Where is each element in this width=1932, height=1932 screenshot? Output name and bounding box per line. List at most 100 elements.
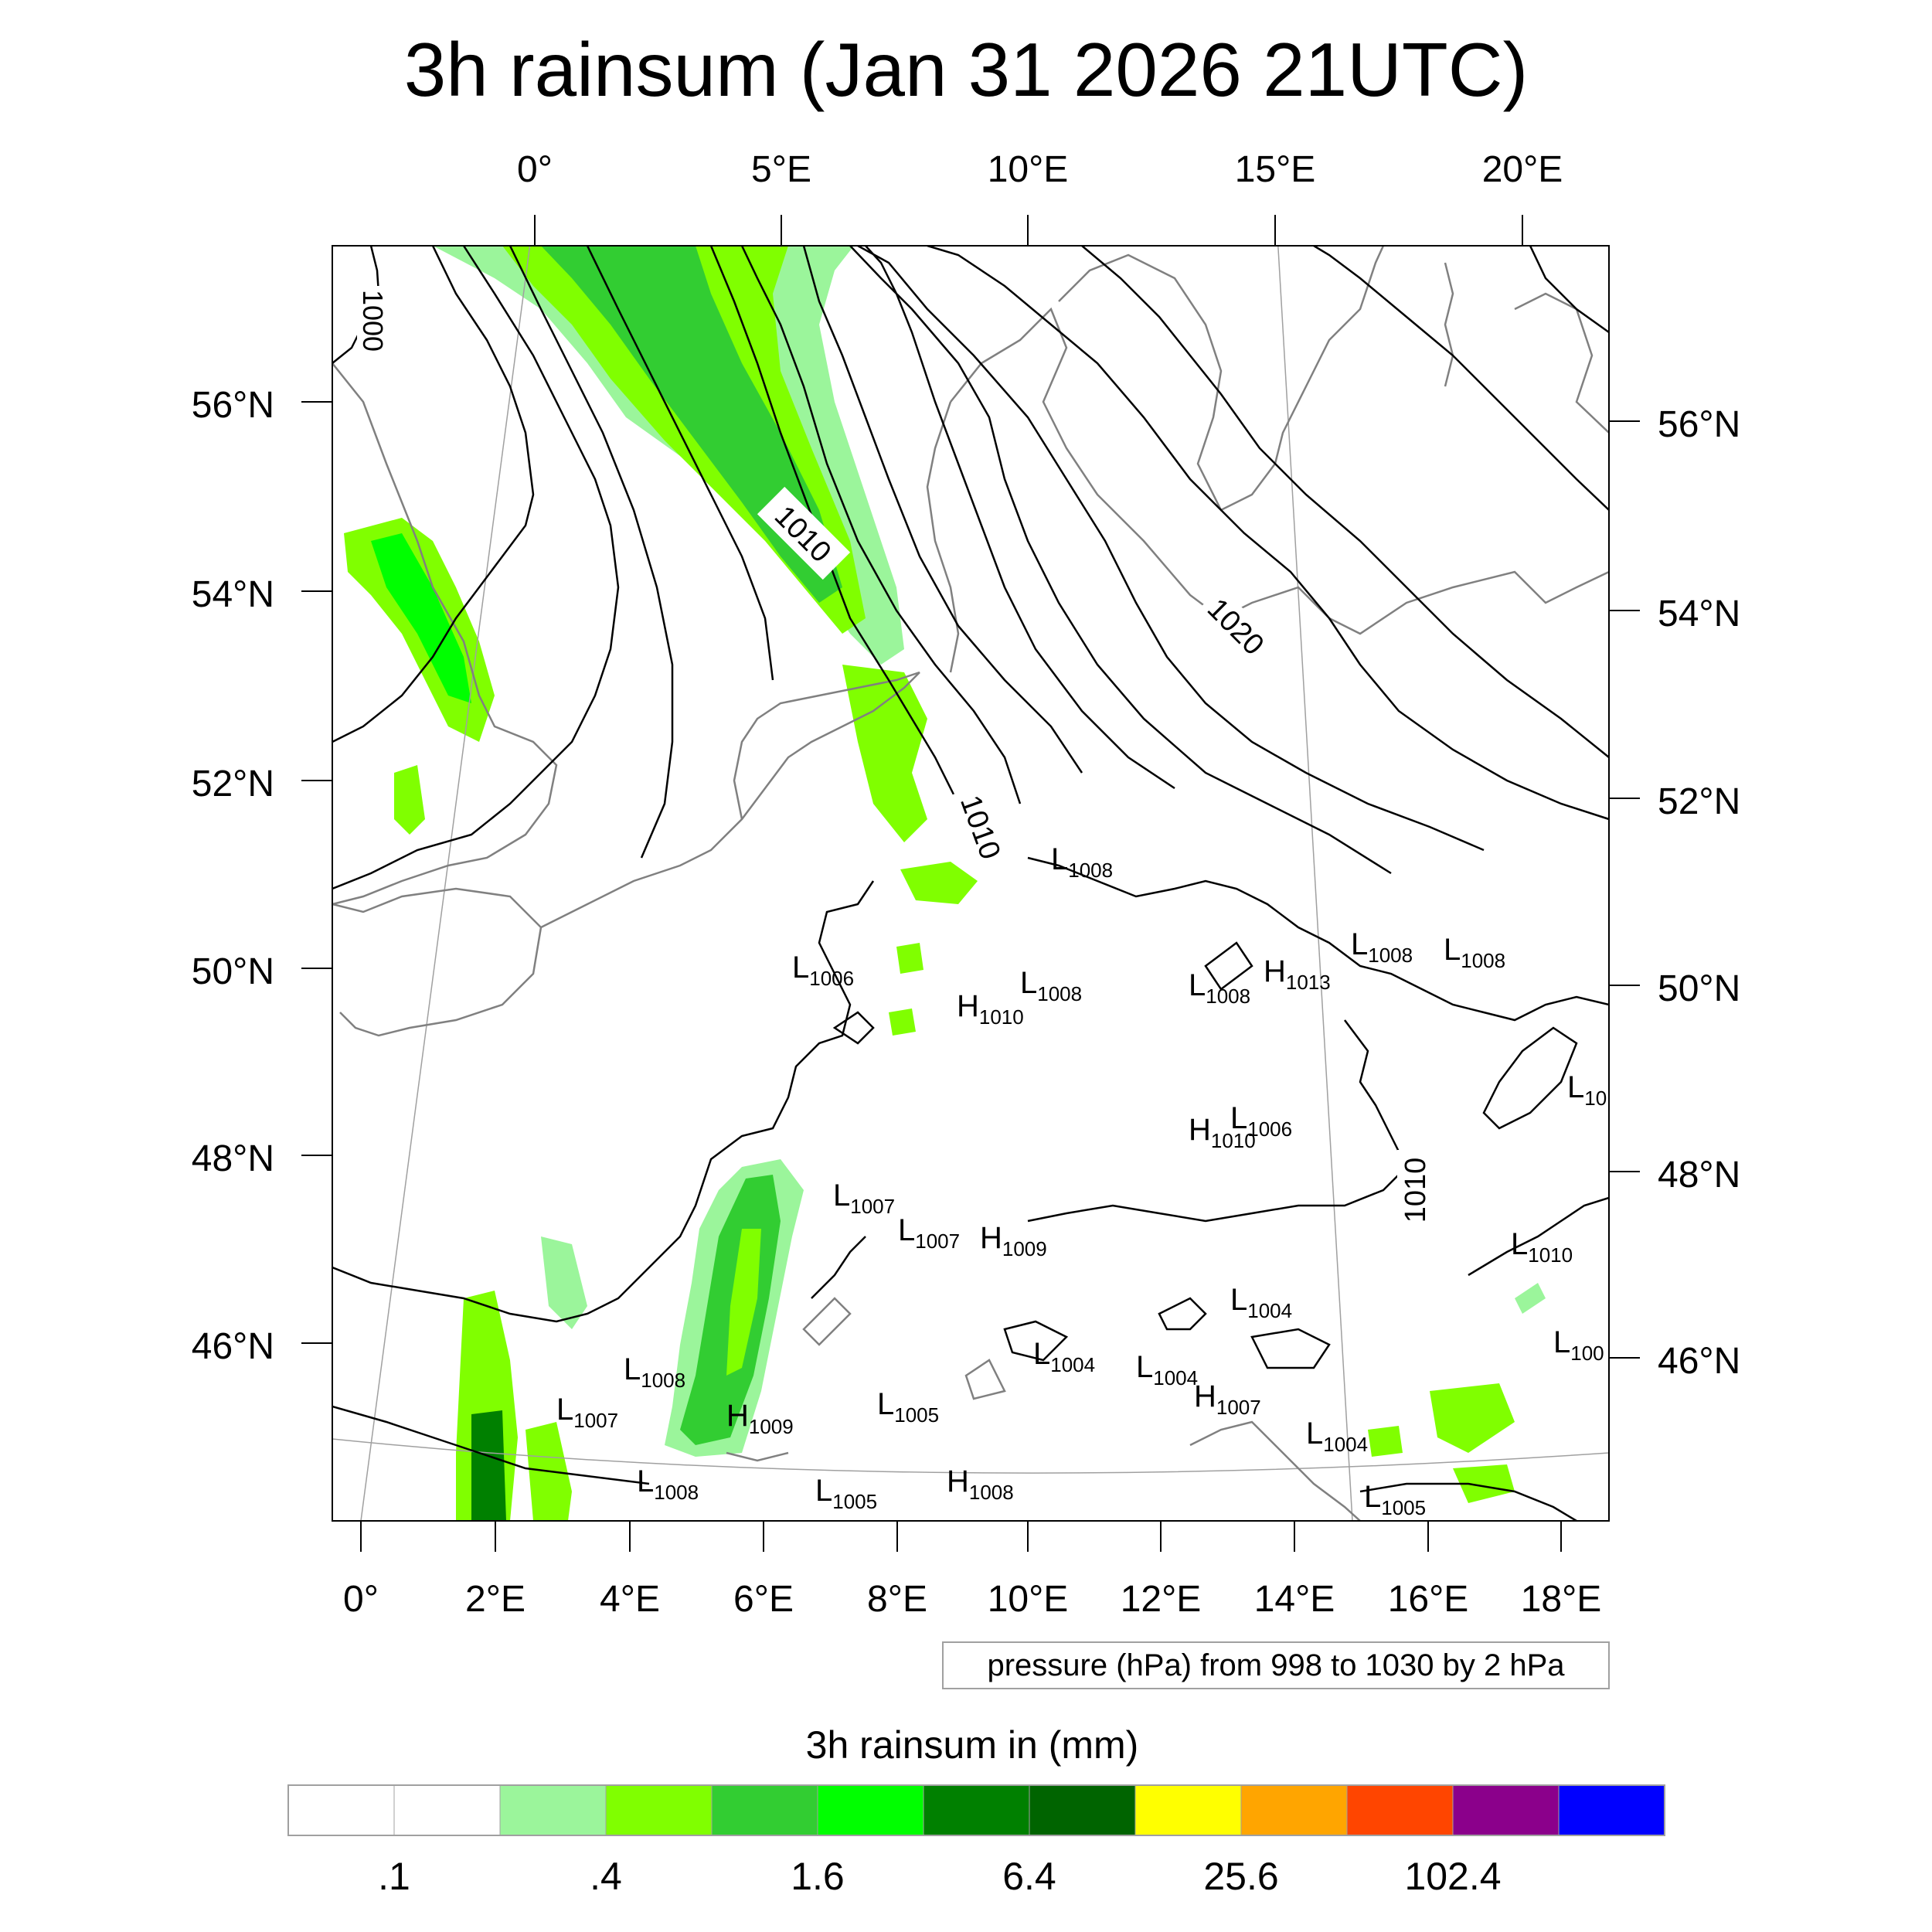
isobar-east-loop	[1482, 1026, 1578, 1130]
rain-patch-uk-core	[371, 533, 471, 703]
isobar-loop-2	[1158, 1297, 1207, 1331]
colorbar-box	[711, 1784, 818, 1836]
colorbar-tick-label: 102.4	[1404, 1855, 1501, 1898]
rain-patch-east-4	[1515, 1283, 1546, 1314]
low-pressure-center: L1008	[637, 1464, 699, 1504]
coast-denmark-east	[950, 307, 1222, 619]
right-axis: 56°N 54°N 52°N 50°N 48°N 46°N	[1609, 404, 1740, 1382]
isobar-1006	[509, 246, 674, 859]
top-lon-label: 10°E	[988, 149, 1069, 190]
contour-label-1010-north: 1010	[757, 486, 851, 580]
contour-label-1010-east: 1010	[1397, 1150, 1432, 1230]
coast-denmark-west	[926, 401, 960, 673]
colorbar-tick-label: 25.6	[1203, 1855, 1278, 1898]
rain-streak-uk-south	[394, 765, 425, 835]
low-pressure-center: L1008	[1189, 968, 1250, 1008]
colorbar-box	[499, 1784, 607, 1836]
isobar-central	[1027, 856, 1609, 1022]
coast-france-north	[540, 672, 920, 929]
isobar-loop-4	[1250, 1328, 1331, 1369]
low-pressure-center: L1010	[1511, 1227, 1573, 1267]
isobar-1020	[857, 246, 1485, 852]
top-lon-label: 20°E	[1482, 149, 1563, 190]
low-pressure-center: L1008	[1051, 842, 1113, 882]
low-pressure-center: L100	[1553, 1325, 1604, 1365]
low-pressure-center: L1008	[1020, 966, 1082, 1005]
isobar-balkan	[1359, 1482, 1577, 1521]
isobar-1026	[1313, 246, 1609, 511]
colorbar: .1 .4 1.6 6.4 25.6 102.4	[287, 1784, 1665, 1898]
isobar-1004	[332, 246, 620, 890]
colorbar-box	[1558, 1784, 1665, 1836]
isobars	[332, 246, 1609, 1521]
high-pressure-center: H1009	[980, 1221, 1047, 1260]
bottom-lon-label: 6°E	[733, 1579, 794, 1620]
bottom-lon-label: 14°E	[1254, 1579, 1335, 1620]
coast-netherlands	[733, 671, 920, 820]
high-pressure-center: H1009	[726, 1399, 794, 1438]
isobar-1012	[740, 246, 1022, 804]
bottom-lon-label: 12°E	[1121, 1579, 1202, 1620]
low-pressure-center: L10	[1567, 1070, 1607, 1110]
colorbar-tick-label: .1	[378, 1855, 410, 1898]
left-lat-label: 50°N	[192, 951, 274, 992]
low-pressure-center: L1005	[815, 1474, 877, 1513]
right-lat-label: 56°N	[1658, 404, 1740, 445]
isobar-1016	[865, 246, 1175, 790]
colorbar-box	[1452, 1784, 1560, 1836]
left-lat-label: 46°N	[192, 1326, 274, 1367]
low-pressure-center: L1007	[833, 1179, 895, 1218]
isobar-loop-5	[1204, 941, 1253, 991]
colorbar-box	[1134, 1784, 1242, 1836]
isobar-1022	[927, 246, 1609, 821]
coast-adriatic	[1189, 1420, 1361, 1521]
left-lat-label: 54°N	[192, 574, 274, 615]
colorbar-box	[923, 1784, 1030, 1836]
left-lat-label: 48°N	[192, 1138, 274, 1179]
right-lat-label: 48°N	[1658, 1155, 1740, 1196]
low-pressure-center: L1005	[877, 1387, 939, 1427]
colorbar-tick-label: .4	[590, 1855, 622, 1898]
low-pressure-center: L1004	[1033, 1337, 1095, 1376]
colorbar-box	[287, 1784, 395, 1836]
rain-patch-east-2	[1453, 1464, 1515, 1503]
isobar-1028	[1529, 246, 1609, 334]
coast-lakes-alps	[802, 1297, 852, 1346]
top-lon-label: 5°E	[751, 149, 811, 190]
map-title: 3h rainsum (Jan 31 2026 21UTC)	[403, 27, 1529, 112]
coast-baltic-south	[1220, 570, 1609, 635]
plot-frame	[332, 245, 1610, 1522]
coast-gulf-riga	[1514, 292, 1609, 434]
low-pressure-center: L1006	[1230, 1101, 1292, 1141]
bottom-lon-label: 0°	[343, 1579, 379, 1620]
low-pressure-center: L1005	[1364, 1480, 1426, 1519]
rain-patch-france-streak	[541, 1236, 587, 1329]
right-lat-label: 54°N	[1658, 594, 1740, 634]
top-lon-label: 15°E	[1235, 149, 1316, 190]
low-pressure-center: L1007	[556, 1393, 618, 1432]
high-pressure-center: H1008	[947, 1464, 1014, 1504]
colorbar-box	[605, 1784, 713, 1836]
contour-label-text: 1000	[357, 290, 389, 352]
low-pressure-center: L1004	[1230, 1283, 1292, 1322]
high-pressure-center: H1010	[957, 989, 1024, 1029]
low-pressure-center: L1004	[1136, 1350, 1198, 1389]
isobar-south-low	[332, 880, 875, 1323]
rain-patch-small-1	[896, 943, 923, 974]
bottom-lon-label: 4°E	[600, 1579, 660, 1620]
low-pressure-center: L1004	[1306, 1417, 1368, 1456]
rain-patch-alps-core	[726, 1229, 761, 1376]
low-pressure-center: L1008	[1351, 927, 1413, 967]
coast-ligurian	[726, 1451, 789, 1462]
rain-patch-france-sw-core	[471, 1410, 506, 1521]
top-lon-label: 0°	[517, 149, 553, 190]
left-lat-label: 52°N	[192, 764, 274, 804]
colorbar-box	[1346, 1784, 1454, 1836]
coast-channel-france	[332, 887, 543, 1037]
colorbar-box	[1240, 1784, 1348, 1836]
rain-patch-east-1	[1430, 1383, 1515, 1453]
isobar-pyrenees	[811, 1236, 866, 1299]
coast-gotland	[1444, 262, 1454, 387]
